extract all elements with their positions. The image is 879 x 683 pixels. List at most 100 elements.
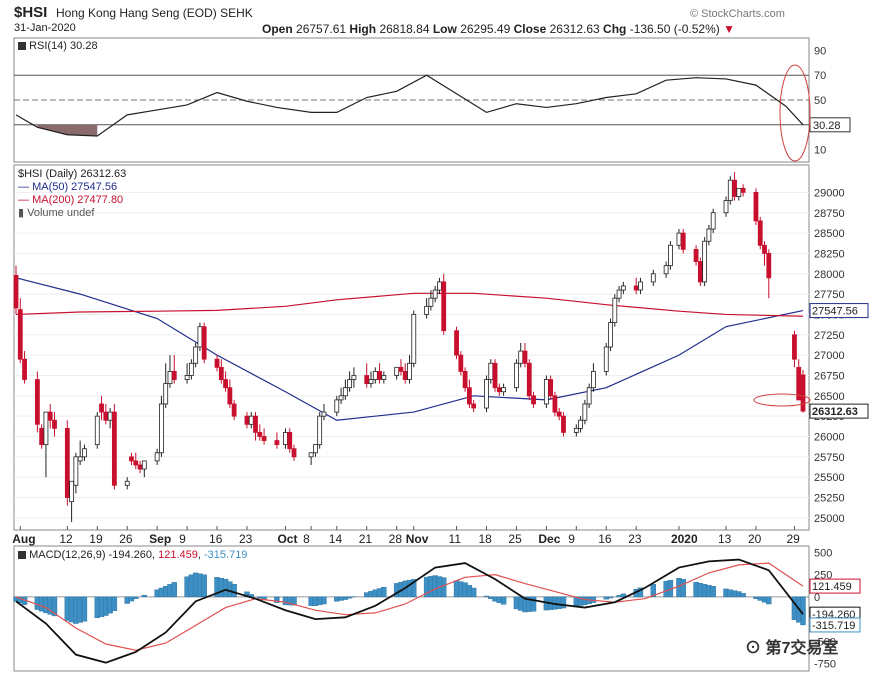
- rsi-legend-swatch: [18, 42, 26, 51]
- candle-body: [137, 464, 143, 470]
- candle-body: [723, 200, 729, 214]
- candle-body: [193, 346, 199, 364]
- price-tick-label: 26000: [814, 432, 845, 444]
- candle-body: [676, 232, 682, 246]
- price-tick-label: 28500: [814, 228, 845, 240]
- macd-line: [15, 558, 804, 664]
- candle-body: [432, 289, 438, 299]
- candle-body: [603, 346, 609, 372]
- candle-body: [283, 432, 288, 446]
- candle-body: [257, 432, 263, 437]
- legend-ma50: — MA(50) 27547.56: [18, 181, 118, 193]
- x-tick-label: 8: [303, 532, 310, 546]
- candle-body: [428, 297, 434, 307]
- candle-body: [163, 383, 169, 405]
- x-tick-label: 25: [508, 532, 522, 546]
- candle-body: [342, 387, 348, 397]
- candle-body: [680, 232, 686, 250]
- macd-histogram-bar: [441, 577, 447, 598]
- candle-body: [184, 375, 190, 380]
- candle-body: [578, 419, 583, 429]
- candle-body: [706, 228, 712, 242]
- close-tag: [809, 403, 869, 419]
- price-tick-label: 25500: [814, 472, 845, 484]
- candle-body: [740, 187, 746, 193]
- x-tick-label: 14: [329, 532, 343, 546]
- candle-body: [103, 411, 109, 421]
- price-tick-label: 26750: [814, 370, 845, 382]
- candle-body: [454, 330, 459, 356]
- candle-body: [407, 362, 412, 380]
- candle-body: [437, 281, 442, 291]
- close-tag-text: 26312.63: [812, 406, 858, 418]
- price-tick-label: 28750: [814, 208, 845, 220]
- candle-body: [727, 179, 733, 201]
- legend-volume: ▮ Volume undef: [18, 207, 95, 219]
- x-tick-label: 23: [239, 532, 253, 546]
- macd-tick-label: 0: [814, 592, 820, 604]
- candle-body: [99, 403, 104, 413]
- candle-body: [52, 419, 57, 429]
- macd-histogram-bar: [766, 596, 772, 605]
- candle-body: [227, 387, 233, 405]
- macd-histogram-bar: [51, 596, 58, 617]
- macd-histogram-bar: [111, 596, 118, 611]
- candle-body: [526, 362, 532, 397]
- candle-body: [736, 187, 742, 197]
- candle-body: [347, 379, 353, 389]
- macd-histogram-bar: [346, 596, 353, 599]
- candle-body: [612, 297, 618, 323]
- price-tick-label: 28250: [814, 248, 845, 260]
- macd-legend: MACD(12,26,9) -194.260, 121.459, -315.71…: [18, 549, 247, 561]
- candle-body: [214, 358, 220, 368]
- candle-body: [338, 395, 344, 401]
- candle-body: [43, 411, 49, 446]
- macd-histogram-bar: [740, 593, 746, 598]
- x-tick-label: Aug: [12, 532, 35, 546]
- candle-body: [586, 387, 592, 405]
- candle-body: [82, 448, 87, 458]
- macd-tick-label: -500: [814, 636, 836, 648]
- price-tick-label: 27000: [814, 350, 845, 362]
- candle-body: [531, 395, 536, 405]
- candle-body: [620, 285, 626, 291]
- candle-body: [381, 375, 387, 380]
- candle-body: [402, 371, 408, 380]
- price-tick-label: 28000: [814, 269, 845, 281]
- legend-price: $HSI (Daily) 26312.63: [18, 168, 127, 180]
- chart-date: 31-Jan-2020: [14, 22, 76, 34]
- x-tick-label: 9: [179, 532, 186, 546]
- candle-body: [291, 448, 297, 458]
- price-tick-label: 27750: [814, 289, 845, 301]
- macd-histogram-bar: [637, 587, 644, 598]
- candle-body: [34, 379, 40, 425]
- macd-histogram-bar: [201, 574, 207, 598]
- candle-body: [757, 220, 763, 246]
- rsi-line: [15, 74, 804, 137]
- macd-histogram-bar: [321, 596, 327, 605]
- price-tick-label: 25250: [814, 493, 845, 505]
- ma50-tag-text: 27547.56: [812, 306, 858, 318]
- candle-body: [441, 281, 447, 332]
- candle-body: [556, 411, 562, 417]
- candle-body: [458, 354, 464, 372]
- candle-body: [608, 322, 613, 348]
- candle-body: [154, 452, 160, 462]
- candle-body: [398, 366, 404, 372]
- candle-body: [573, 427, 579, 433]
- macd-histogram-bar: [710, 586, 716, 598]
- candle-body: [17, 309, 23, 360]
- candle-body: [582, 403, 588, 421]
- macd-histogram-bar: [231, 583, 237, 598]
- macd-histogram-bar: [291, 596, 297, 606]
- candle-body: [334, 399, 340, 413]
- macd-histogram-bar: [650, 584, 656, 598]
- candle-body: [496, 387, 502, 393]
- x-tick-label: 16: [209, 532, 223, 546]
- x-tick-label: 11: [449, 532, 462, 546]
- x-tick-label: 28: [389, 532, 403, 546]
- x-tick-label: 29: [786, 532, 800, 546]
- candle-body: [800, 374, 806, 412]
- candle-body: [514, 362, 519, 389]
